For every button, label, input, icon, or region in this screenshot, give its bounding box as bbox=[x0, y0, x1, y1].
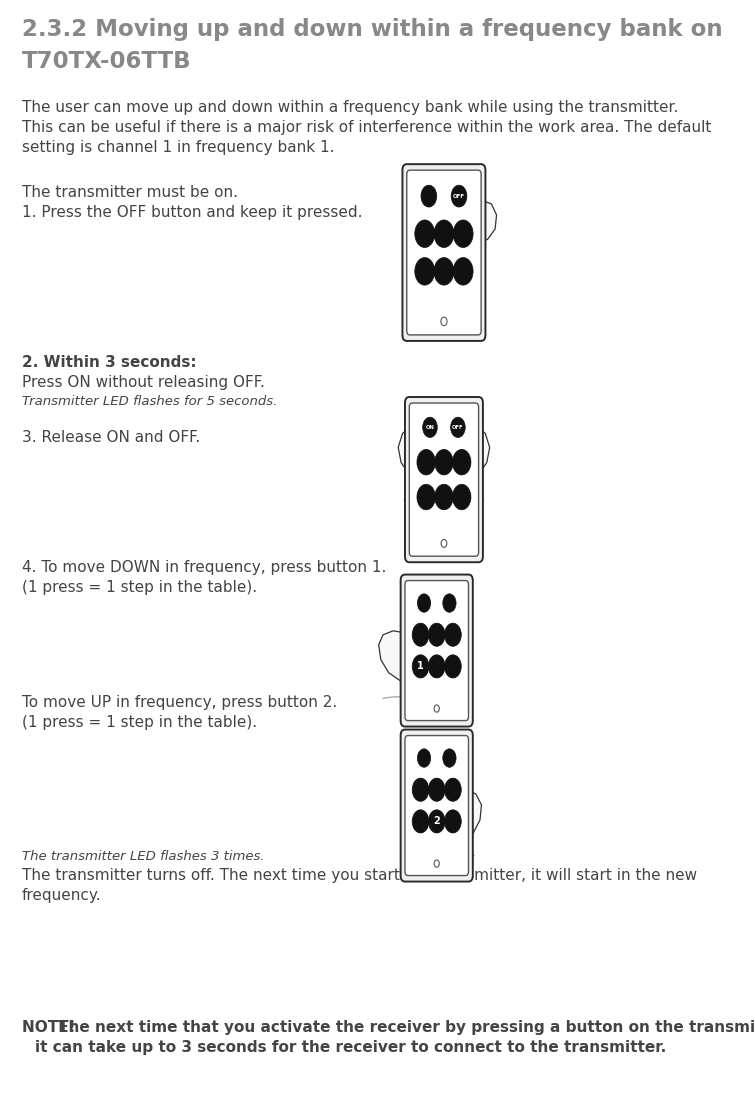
Circle shape bbox=[435, 485, 453, 510]
Circle shape bbox=[441, 540, 447, 547]
Circle shape bbox=[445, 778, 461, 801]
FancyBboxPatch shape bbox=[405, 397, 483, 563]
Polygon shape bbox=[436, 425, 490, 481]
Text: OFF: OFF bbox=[452, 425, 464, 430]
Circle shape bbox=[412, 810, 429, 833]
Circle shape bbox=[423, 418, 437, 437]
Text: 1. Press the OFF button and keep it pressed.: 1. Press the OFF button and keep it pres… bbox=[22, 206, 362, 220]
Circle shape bbox=[445, 655, 461, 678]
Circle shape bbox=[453, 220, 473, 247]
Circle shape bbox=[412, 655, 429, 678]
Text: it can take up to 3 seconds for the receiver to connect to the transmitter.: it can take up to 3 seconds for the rece… bbox=[35, 1040, 666, 1055]
Circle shape bbox=[428, 655, 445, 678]
Text: NOTE!: NOTE! bbox=[22, 1020, 80, 1035]
Text: 2. Within 3 seconds:: 2. Within 3 seconds: bbox=[22, 355, 196, 370]
Circle shape bbox=[442, 593, 456, 612]
Polygon shape bbox=[398, 425, 451, 481]
Text: The transmitter LED flashes 3 times.: The transmitter LED flashes 3 times. bbox=[22, 850, 264, 863]
Text: Transmitter LED flashes for 5 seconds.: Transmitter LED flashes for 5 seconds. bbox=[22, 395, 277, 408]
Text: Press ON without releasing OFF.: Press ON without releasing OFF. bbox=[22, 375, 264, 390]
Circle shape bbox=[434, 220, 454, 247]
FancyBboxPatch shape bbox=[405, 735, 469, 876]
Circle shape bbox=[418, 593, 430, 612]
FancyBboxPatch shape bbox=[402, 164, 485, 341]
Circle shape bbox=[434, 257, 454, 285]
Text: 3. Release ON and OFF.: 3. Release ON and OFF. bbox=[22, 430, 200, 445]
Circle shape bbox=[421, 186, 436, 207]
Text: 2.3.2 Moving up and down within a frequency bank on: 2.3.2 Moving up and down within a freque… bbox=[22, 18, 723, 41]
FancyBboxPatch shape bbox=[401, 730, 473, 881]
Circle shape bbox=[434, 859, 439, 867]
Text: The transmitter turns off. The next time you start the transmitter, it will star: The transmitter turns off. The next time… bbox=[22, 868, 697, 882]
Text: 4. To move DOWN in frequency, press button 1.: 4. To move DOWN in frequency, press butt… bbox=[22, 560, 386, 575]
Circle shape bbox=[445, 623, 461, 646]
Circle shape bbox=[445, 810, 461, 833]
Circle shape bbox=[435, 449, 453, 475]
Circle shape bbox=[428, 810, 445, 833]
Circle shape bbox=[441, 318, 447, 325]
Text: T70TX-06TTB: T70TX-06TTB bbox=[22, 49, 191, 73]
Text: The transmitter must be on.: The transmitter must be on. bbox=[22, 185, 238, 200]
Circle shape bbox=[452, 485, 471, 510]
Circle shape bbox=[452, 449, 471, 475]
Circle shape bbox=[451, 418, 465, 437]
Circle shape bbox=[414, 257, 435, 285]
FancyBboxPatch shape bbox=[401, 575, 473, 726]
Text: 2: 2 bbox=[433, 817, 440, 826]
Circle shape bbox=[418, 748, 430, 767]
Circle shape bbox=[453, 257, 473, 285]
Circle shape bbox=[414, 220, 435, 247]
Text: (1 press = 1 step in the table).: (1 press = 1 step in the table). bbox=[22, 715, 257, 730]
Text: setting is channel 1 in frequency bank 1.: setting is channel 1 in frequency bank 1… bbox=[22, 140, 334, 155]
Circle shape bbox=[442, 748, 456, 767]
Text: OFF: OFF bbox=[453, 193, 465, 199]
Polygon shape bbox=[443, 197, 497, 247]
FancyBboxPatch shape bbox=[409, 403, 479, 556]
Text: 1: 1 bbox=[418, 662, 424, 671]
FancyBboxPatch shape bbox=[405, 580, 469, 721]
Text: The next time that you activate the receiver by pressing a button on the transmi: The next time that you activate the rece… bbox=[57, 1020, 755, 1035]
Circle shape bbox=[428, 778, 445, 801]
Circle shape bbox=[417, 485, 436, 510]
Circle shape bbox=[412, 623, 429, 646]
Text: This can be useful if there is a major risk of interference within the work area: This can be useful if there is a major r… bbox=[22, 120, 711, 135]
FancyBboxPatch shape bbox=[407, 170, 481, 335]
Circle shape bbox=[412, 778, 429, 801]
Text: (1 press = 1 step in the table).: (1 press = 1 step in the table). bbox=[22, 580, 257, 595]
Text: ON: ON bbox=[426, 425, 434, 430]
Circle shape bbox=[428, 623, 445, 646]
Circle shape bbox=[451, 186, 467, 207]
Polygon shape bbox=[379, 631, 435, 682]
Text: The user can move up and down within a frequency bank while using the transmitte: The user can move up and down within a f… bbox=[22, 100, 678, 115]
Text: To move UP in frequency, press button 2.: To move UP in frequency, press button 2. bbox=[22, 695, 337, 710]
Text: frequency.: frequency. bbox=[22, 888, 101, 903]
Polygon shape bbox=[422, 790, 482, 844]
Circle shape bbox=[417, 449, 436, 475]
Circle shape bbox=[434, 704, 439, 712]
